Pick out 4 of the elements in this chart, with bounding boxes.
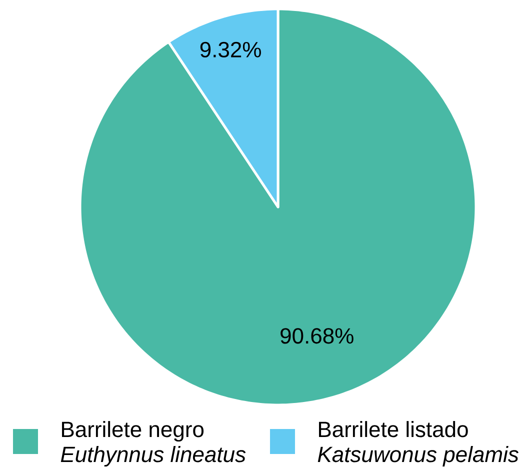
data-label: 9.32%	[200, 42, 261, 58]
legend-label: Barrilete listado Katsuwonus pelamis	[318, 421, 518, 467]
data-label: 90.68%	[280, 328, 354, 344]
legend-label: Barrilete negro Euthynnus lineatus	[60, 421, 246, 467]
